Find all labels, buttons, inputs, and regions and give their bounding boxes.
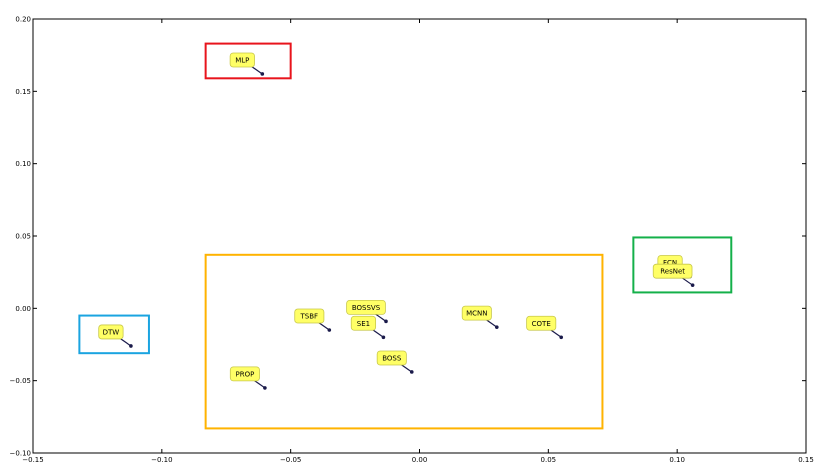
group-boxes [78,42,733,430]
point-marker [263,386,267,390]
point-label: DTW [103,328,120,336]
data-point: DTW [98,324,133,348]
x-tick-label: −0.15 [22,456,43,464]
data-point: COTE [526,315,564,340]
y-tick-label: −0.05 [10,377,31,385]
data-point: ResNet [652,263,695,287]
x-tick-label: 0.15 [798,456,814,464]
point-marker [690,283,695,287]
point-label-box [350,315,377,331]
point-label-box [229,366,260,382]
y-tick-label: 0.00 [15,305,31,313]
point-label-box [652,263,693,279]
axis-ticks: −0.15 −0.10 −0.05 0.00 0.05 0.10 0.15−0.10−0.0… [10,16,814,465]
point-label-box [229,52,255,68]
data-point: MCNN [461,305,499,329]
point-marker [129,344,133,348]
y-tick-label: −0.10 [10,450,31,458]
data-point: MLP [229,52,265,76]
point-marker [409,370,414,374]
group-box [78,314,150,355]
data-point: BOSSVS [346,299,388,324]
point-label-box [526,315,557,331]
point-label: MCNN [466,310,487,318]
point-marker [260,72,265,76]
point-marker [327,328,332,332]
point-marker [384,319,388,324]
x-tick-label: −0.10 [151,456,172,464]
x-tick-label: −0.05 [280,456,301,464]
point-label-box [98,324,124,340]
y-tick-label: 0.15 [15,88,31,96]
point-label-box [376,350,407,366]
point-marker [495,325,499,329]
y-tick-label: 0.10 [15,160,31,168]
x-tick-label: 0.00 [412,456,428,464]
point-marker [559,335,564,340]
point-label-box [294,308,325,324]
x-tick-label: 0.05 [541,456,557,464]
point-label: ResNet [660,268,685,276]
point-label: BOSS [382,354,402,362]
point-label: MLP [235,56,249,64]
y-tick-label: 0.05 [15,233,31,241]
point-label: BOSSVS [352,304,381,312]
group-box [204,42,292,80]
point-label: FCN [663,259,677,267]
data-point: SE1 [350,315,386,340]
data-point: TSBF [294,308,332,332]
data-point: PROP [229,366,267,390]
point-label-box [346,299,386,315]
point-label-box [461,305,492,321]
group-box [204,253,604,430]
group-box [632,236,733,294]
point-label: COTE [532,320,551,328]
point-label: SE1 [357,320,370,328]
y-tick-label: 0.20 [15,16,31,24]
point-label: PROP [235,370,254,378]
point-label: TSBF [300,313,319,321]
data-point: BOSS [376,350,414,374]
point-marker [381,335,386,340]
x-tick-label: 0.10 [669,456,685,464]
axes-frame [32,18,807,454]
